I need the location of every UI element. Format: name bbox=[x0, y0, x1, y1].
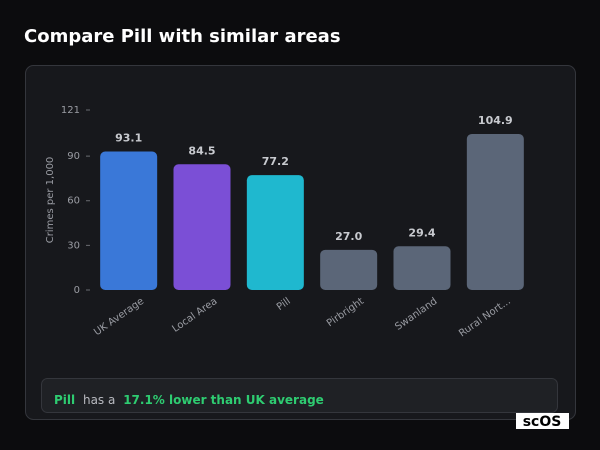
bar bbox=[393, 246, 451, 290]
logo-box bbox=[516, 413, 569, 429]
y-tick-label: 90 bbox=[67, 151, 80, 162]
bar bbox=[246, 175, 304, 290]
y-tick-label: 30 bbox=[67, 240, 80, 251]
summary-highlight: 17.1% lower than UK average bbox=[123, 393, 324, 407]
summary: Pill has a 17.1% lower than UK average bbox=[54, 393, 324, 407]
bar bbox=[466, 133, 524, 290]
summary-box bbox=[41, 378, 558, 413]
y-axis-label: Crimes per 1,000 bbox=[45, 157, 56, 244]
value-label: 27.0 bbox=[335, 230, 362, 243]
value-label: 29.4 bbox=[408, 226, 435, 239]
y-tick-label: 121 bbox=[61, 105, 80, 116]
summary-area: Pill bbox=[54, 393, 75, 407]
bar bbox=[173, 164, 231, 290]
bar bbox=[320, 249, 378, 290]
page-title: Compare Pill with similar areas bbox=[24, 26, 341, 47]
value-label: 93.1 bbox=[115, 132, 142, 145]
y-tick-label: 0 bbox=[74, 285, 80, 296]
value-label: 84.5 bbox=[188, 144, 215, 157]
logo: scOS bbox=[523, 414, 562, 430]
value-label: 77.2 bbox=[262, 155, 289, 168]
value-label: 104.9 bbox=[478, 114, 513, 127]
y-tick-label: 60 bbox=[67, 196, 80, 207]
bar bbox=[100, 151, 158, 290]
summary-text: has a bbox=[83, 393, 115, 407]
